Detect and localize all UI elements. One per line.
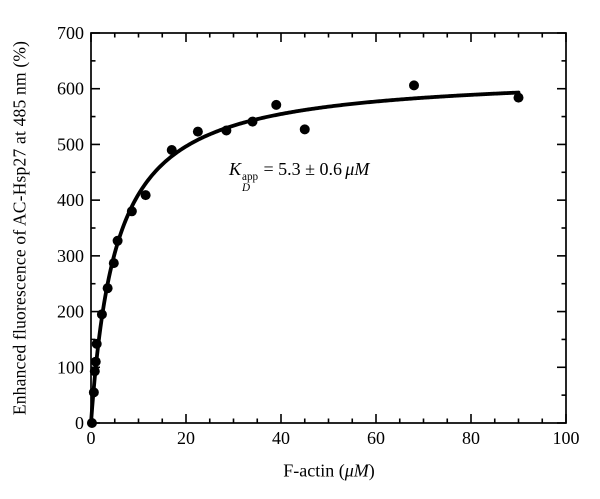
x-axis-title: F-actin (μM)	[283, 461, 375, 482]
x-axis-unit: μM	[344, 460, 369, 481]
kd-value: = 5.3 ± 0.6	[263, 158, 343, 179]
kd-subscript: D	[242, 182, 251, 195]
data-point	[102, 283, 113, 294]
data-point	[271, 99, 282, 110]
data-point	[140, 190, 151, 201]
x-tick-labels: 0 20 40 60 80 100	[87, 428, 580, 448]
kd-unit: μM	[345, 158, 370, 179]
data-point	[513, 92, 524, 103]
data-point	[299, 124, 310, 135]
data-point	[89, 366, 100, 377]
data-points	[86, 80, 524, 428]
data-point	[112, 235, 123, 246]
x-axis-title-suffix: )	[368, 460, 375, 481]
data-point	[108, 258, 119, 269]
data-point	[166, 145, 177, 155]
x-tick-label: 100	[553, 428, 580, 448]
x-tick-label: 40	[272, 428, 290, 448]
data-point	[90, 356, 101, 367]
data-point	[96, 309, 107, 320]
x-tick-label: 80	[462, 428, 480, 448]
data-point	[126, 206, 137, 217]
kd-symbol: K	[229, 158, 242, 179]
x-tick-label: 20	[177, 428, 195, 448]
plot-frame	[90, 32, 567, 424]
y-tick-labels: 0 100 200 300 400 500 600 700	[57, 23, 84, 433]
kd-scripts: app D	[242, 170, 259, 195]
data-point	[247, 116, 258, 127]
x-tick-label: 60	[367, 428, 385, 448]
y-tick-label: 200	[57, 302, 84, 322]
data-point	[86, 418, 97, 428]
y-tick-label: 100	[57, 357, 84, 377]
fit-curve	[89, 90, 521, 425]
axis-ticks	[90, 32, 567, 424]
data-point	[88, 387, 99, 398]
y-tick-label: 0	[75, 413, 84, 433]
data-point	[409, 80, 419, 91]
y-tick-label: 400	[57, 190, 84, 210]
x-axis-title-text: F-actin (	[283, 460, 345, 481]
data-point	[221, 125, 232, 136]
y-tick-label: 500	[57, 134, 84, 154]
y-tick-label: 300	[57, 246, 84, 266]
y-axis-title: Enhanced fluorescence of AC-Hsp27 at 485…	[9, 40, 30, 416]
y-tick-label: 600	[57, 79, 84, 99]
data-point	[91, 338, 102, 349]
data-point	[192, 126, 203, 137]
kd-superscript: app	[242, 170, 259, 183]
x-tick-label: 0	[87, 428, 96, 448]
y-tick-label: 700	[57, 23, 84, 43]
